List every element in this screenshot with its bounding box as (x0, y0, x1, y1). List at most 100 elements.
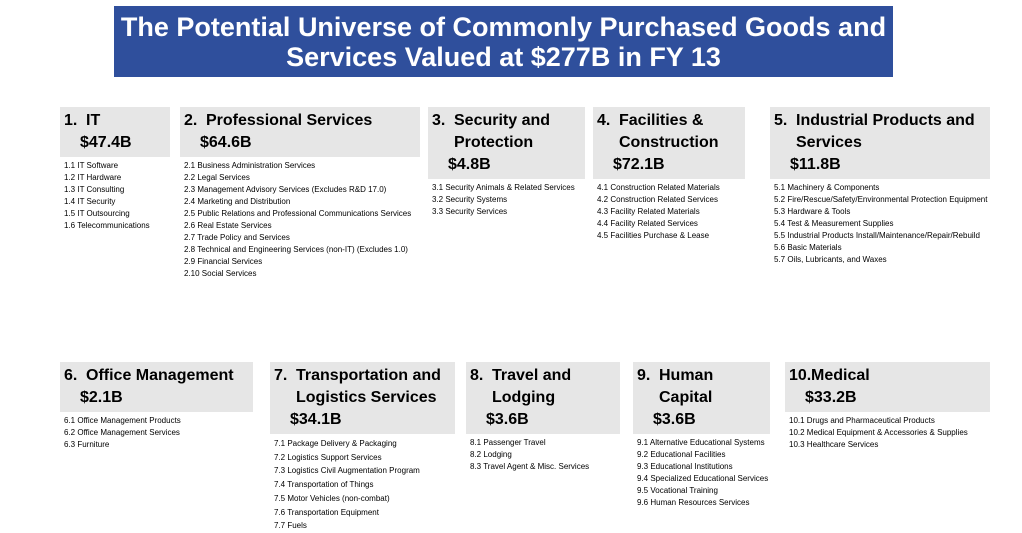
item-list: 1.1 IT Software 1.2 IT Hardware 1.3 IT Con… (60, 160, 170, 232)
category-amount: $3.6B (486, 411, 529, 428)
item: 6.1 Office Management Products (64, 416, 181, 425)
category-amount: $47.4B (80, 134, 132, 151)
item: 9.1 Alternative Educational Systems (637, 438, 765, 447)
category-name: Security and Protection (454, 112, 551, 151)
item: 8.3 Travel Agent & Misc. Services (470, 462, 590, 471)
item: 5.5 Industrial Products Install/Maintena… (774, 231, 980, 240)
item: 5.3 Hardware & Tools (774, 207, 851, 216)
category-name: Facilities & Construction (619, 112, 719, 151)
item: 1.3 IT Consulting (64, 185, 125, 194)
item: 7.6 Transportation Equipment (274, 507, 379, 517)
category-header: 9. Human Capital $3.6B (633, 362, 770, 434)
item: 2.10 Social Services (184, 269, 257, 278)
item: 1.6 Telecommunications (64, 221, 150, 230)
title: The Potential Universe of Commonly Purch… (120, 11, 887, 72)
category-title: 1. IT (64, 110, 164, 132)
item: 2.5 Public Relations and Professional Co… (184, 209, 412, 218)
category: 6. Office Management $2.1B 6.1 Office Manag… (60, 362, 253, 451)
item: 5.7 Oils, Lubricants, and Waxes (774, 255, 887, 264)
category-name: Professional Services (206, 112, 373, 129)
item: 7.7 Fuels (274, 521, 307, 531)
category: 3. Security and Protection $4.8B 3.1 Securi… (428, 107, 585, 218)
item: 7.1 Package Delivery & Packaging (274, 439, 397, 448)
item: 2.4 Marketing and Distribution (184, 197, 291, 206)
category-name: IT (86, 112, 101, 129)
item: 8.2 Lodging (470, 450, 512, 459)
item: 7.2 Logistics Support Services (274, 452, 382, 462)
category: 10.Medical $33.2B 10.1 Drugs and Pharmaceu… (785, 362, 990, 451)
category-title: 9. Human Capital (637, 365, 764, 409)
category-name: Office Management (86, 367, 234, 384)
category-title: 7. Transportation and Logistics Services (274, 365, 449, 409)
item: 10.3 Healthcare Services (789, 440, 879, 449)
category: 8. Travel and Lodging $3.6B 8.1 Passenger T… (466, 362, 620, 473)
item: 2.2 Legal Services (184, 173, 250, 182)
category-header: 10.Medical $33.2B (785, 362, 990, 412)
item-list: 8.1 Passenger Travel 8.2 Lodging 8.3 Trave… (466, 437, 620, 473)
item-list: 10.1 Drugs and Pharmaceutical Products 10… (785, 415, 990, 451)
item: 7.5 Motor Vehicles (non-combat) (274, 493, 390, 503)
item: 4.2 Construction Related Services (597, 195, 718, 204)
category-amount: $34.1B (290, 411, 342, 428)
item: 9.3 Educational Institutions (637, 462, 733, 471)
category-amount: $33.2B (805, 389, 857, 406)
category-name: Human Capital (659, 367, 714, 406)
category-number: 8. (470, 367, 484, 384)
category-title: 2. Professional Services (184, 110, 414, 132)
item: 7.3 Logistics Civil Augmentation Program (274, 466, 420, 476)
item: 5.1 Machinery & Components (774, 183, 880, 192)
item: 2.6 Real Estate Services (184, 221, 272, 230)
item-list: 2.1 Business Administration Services 2.2 … (180, 160, 420, 280)
category-name: Transportation and Logistics Services (296, 367, 441, 406)
item: 1.5 IT Outsourcing (64, 209, 130, 218)
category: 2. Professional Services $64.6B 2.1 Busines… (180, 107, 420, 280)
category: 1. IT $47.4B 1.1 IT Software 1.2 IT Hardware… (60, 107, 170, 232)
category-amount: $11.8B (790, 156, 841, 173)
item: 10.1 Drugs and Pharmaceutical Products (789, 416, 935, 425)
category-number: 7. (274, 367, 288, 384)
item: 4.1 Construction Related Materials (597, 183, 720, 192)
item: 5.4 Test & Measurement Supplies (774, 219, 894, 228)
category-title: 5. Industrial Products and Services (774, 110, 984, 154)
category-header: 6. Office Management $2.1B (60, 362, 253, 412)
item: 9.5 Vocational Training (637, 486, 718, 495)
category-name: Industrial Products and Services (796, 112, 975, 151)
item: 8.1 Passenger Travel (470, 438, 546, 447)
category-header: 1. IT $47.4B (60, 107, 170, 157)
item: 6.3 Furniture (64, 440, 110, 449)
item: 1.2 IT Hardware (64, 173, 122, 182)
item-list: 3.1 Security Animals & Related Services 3… (428, 182, 585, 218)
item: 10.2 Medical Equipment & Accessories & S… (789, 428, 968, 437)
item: 3.1 Security Animals & Related Services (432, 183, 575, 192)
item: 9.4 Specialized Educational Services (637, 474, 769, 483)
item-list: 4.1 Construction Related Materials 4.2 Co… (593, 182, 745, 242)
item: 4.5 Facilities Purchase & Lease (597, 231, 710, 240)
item-list: 7.1 Package Delivery & Packaging 7.2 Logi… (270, 437, 455, 533)
category-number: 5. (774, 112, 788, 129)
category: 5. Industrial Products and Services $11.8B… (770, 107, 990, 266)
item: 2.3 Management Advisory Services (Exclud… (184, 185, 387, 194)
item: 9.6 Human Resources Services (637, 498, 750, 507)
category: 9. Human Capital $3.6B 9.1 Alternative Educ… (633, 362, 770, 509)
item: 1.1 IT Software (64, 161, 119, 170)
category-header: 4. Facilities & Construction $72.1B (593, 107, 745, 179)
category-amount: $72.1B (613, 156, 665, 173)
category-header: 8. Travel and Lodging $3.6B (466, 362, 620, 434)
category-amount: $4.8B (448, 156, 491, 173)
item: 2.1 Business Administration Services (184, 161, 316, 170)
category-name: Travel and Lodging (492, 367, 572, 406)
item-list: 6.1 Office Management Products 6.2 Office… (60, 415, 253, 451)
category-amount: $2.1B (80, 389, 123, 406)
category-header: 2. Professional Services $64.6B (180, 107, 420, 157)
item-list: 9.1 Alternative Educational Systems 9.2 E… (633, 437, 770, 509)
item: 1.4 IT Security (64, 197, 116, 206)
category-title: 10.Medical (789, 365, 984, 387)
category-number: 10. (789, 367, 812, 384)
item: 2.9 Financial Services (184, 257, 263, 266)
category-header: 5. Industrial Products and Services $11.8B (770, 107, 990, 179)
category-number: 1. (64, 112, 78, 129)
category-number: 9. (637, 367, 651, 384)
category-number: 2. (184, 112, 198, 129)
category: 7. Transportation and Logistics Services $… (270, 362, 455, 533)
